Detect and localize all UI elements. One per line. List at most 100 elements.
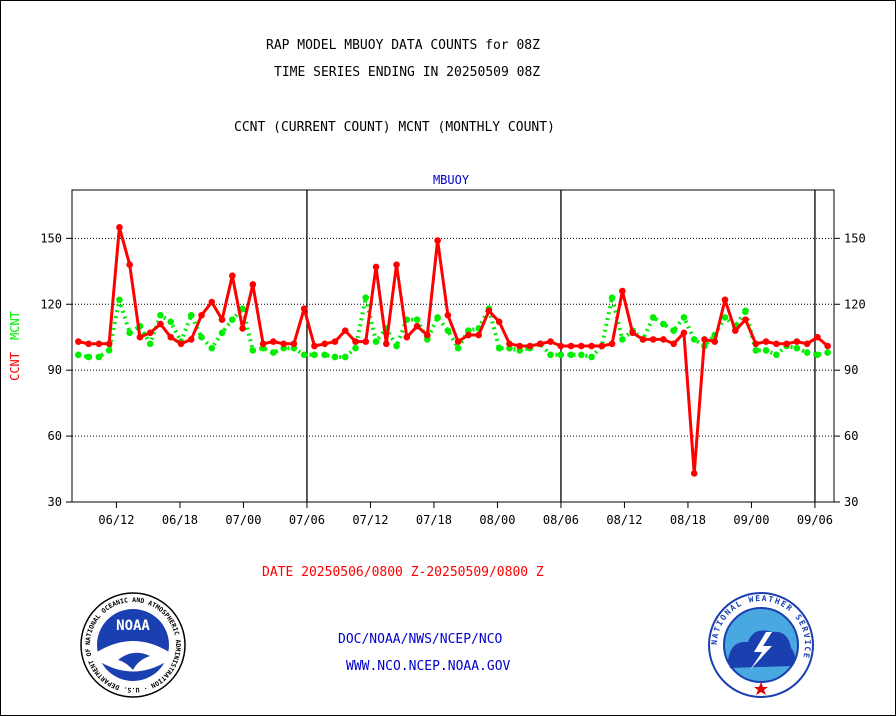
chart-title-line-2: TIME SERIES ENDING IN 20250509 08Z [274,65,541,80]
data-point-mcnt [208,344,216,352]
data-point-mcnt [814,351,821,359]
data-point-ccnt [444,311,452,319]
grid-lines [72,190,834,502]
data-point-mcnt [198,333,205,341]
data-point-mcnt [752,347,760,354]
series-title: MBUOY [433,173,470,187]
data-point-mcnt [649,314,657,321]
data-point-ccnt [136,333,144,341]
data-point-mcnt [742,307,749,315]
data-point-ccnt [670,340,677,348]
chart-title-line-1: RAP MODEL MBUOY DATA COUNTS for 08Z [266,38,540,53]
data-point-ccnt [660,336,667,343]
data-point-ccnt [793,338,801,345]
data-point-ccnt [157,320,164,328]
y-tick-label-right: 60 [844,429,858,443]
y-tick-label-left: 120 [40,297,62,311]
data-point-ccnt [742,316,749,323]
data-point-ccnt [105,340,113,348]
y-axis-label-ccnt: CCNT [8,352,22,381]
data-point-ccnt [321,340,328,348]
data-point-mcnt [434,314,441,321]
data-point-ccnt [229,272,236,279]
data-point-mcnt [229,316,236,323]
data-point-mcnt [680,314,688,321]
data-point-mcnt [454,344,462,352]
plot-area [71,189,835,503]
data-point-ccnt [567,342,575,350]
data-point-ccnt [516,342,524,350]
data-point-mcnt [270,349,277,356]
series-ccnt [75,224,831,477]
data-point-mcnt [331,353,339,361]
y-tick-label-left: 90 [48,363,62,377]
data-point-ccnt [711,338,719,345]
data-point-mcnt [393,342,400,350]
data-point-ccnt [475,331,482,339]
data-point-ccnt [803,340,811,348]
data-point-ccnt [752,340,760,348]
data-point-ccnt [557,342,565,350]
x-tick-label: 08/00 [479,513,515,527]
data-point-ccnt [341,327,349,334]
plot-border [71,189,835,503]
x-tick-label: 07/12 [352,513,388,527]
data-point-ccnt [434,237,441,244]
data-point-ccnt [424,331,431,339]
y-tick-labels: 30 30 60 60 90 90 120 120 150 150 [40,231,865,509]
data-point-ccnt [331,338,339,345]
data-point-ccnt [270,338,277,345]
data-point-ccnt [167,333,175,341]
data-point-ccnt [259,340,267,348]
data-point-ccnt [721,296,729,304]
data-point-ccnt [598,342,606,350]
x-tick-label: 06/12 [98,513,134,527]
data-point-ccnt [824,342,831,350]
data-point-mcnt [824,349,831,356]
data-point-mcnt [239,305,246,312]
data-point-ccnt [290,340,298,348]
data-point-ccnt [526,342,534,350]
data-point-ccnt [536,340,544,348]
data-point-mcnt [660,320,667,328]
chart-legend-line: CCNT (CURRENT COUNT) MCNT (MONTHLY COUNT… [234,120,555,135]
y-tick-label-left: 150 [40,231,62,245]
data-point-ccnt [762,338,770,345]
data-point-mcnt [167,318,175,326]
data-point-ccnt [465,331,472,339]
data-point-mcnt [567,351,575,359]
data-point-ccnt [547,338,554,345]
data-point-ccnt [629,329,636,337]
data-point-ccnt [116,224,123,231]
data-point-ccnt [413,322,421,330]
data-point-ccnt [506,340,513,348]
data-point-mcnt [105,347,113,354]
y-axis-label: CCNT MCNT [8,311,22,381]
website-link[interactable]: WWW.NCO.NCEP.NOAA.GOV [346,659,511,674]
y-axis-label-mcnt: MCNT [8,311,22,340]
y-tick-label-left: 30 [48,495,62,509]
data-point-ccnt [495,318,503,326]
data-point-mcnt [362,294,370,301]
data-point-ccnt [177,340,185,348]
data-point-ccnt [588,342,595,350]
y-tick-label-right: 90 [844,363,858,377]
x-tick-label: 07/06 [289,513,325,527]
x-tick-label: 06/18 [162,513,198,527]
noaa-logo-text: NOAA [116,618,150,634]
data-point-ccnt [208,298,216,306]
data-point-mcnt [311,351,318,359]
data-point-mcnt [578,351,585,359]
data-point-ccnt [649,336,657,343]
data-point-ccnt [249,281,257,288]
data-point-mcnt [793,344,801,352]
data-point-mcnt [249,347,257,354]
org-path: DOC/NOAA/NWS/NCEP/NCO [338,632,503,647]
data-point-mcnt [690,336,698,343]
date-range: DATE 20250506/0800 Z-20250509/0800 Z [262,565,544,580]
data-point-mcnt [126,329,133,337]
data-point-ccnt [485,307,493,315]
data-point-ccnt [126,261,133,269]
data-point-mcnt [608,294,616,301]
data-point-mcnt [619,336,626,343]
